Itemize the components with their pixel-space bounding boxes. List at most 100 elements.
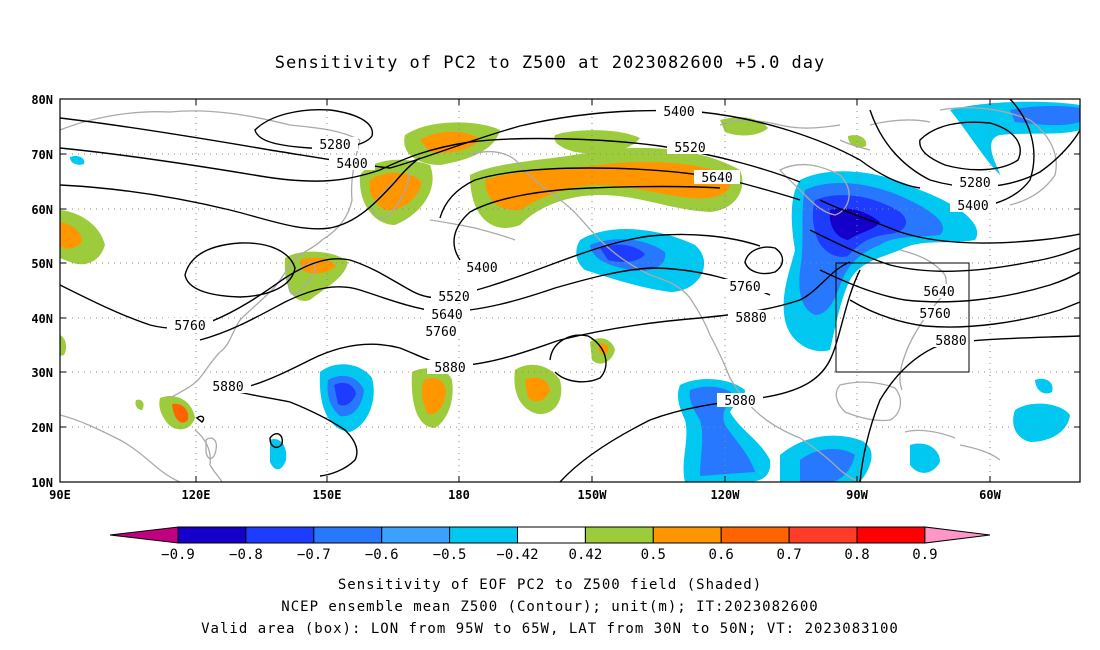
positive-patch [421,378,446,415]
caption-line-2: NCEP ensemble mean Z500 (Contour); unit(… [281,599,818,615]
lat-label: 10N [31,476,53,490]
axis-ticks [60,98,1080,482]
negative-patch [829,208,880,240]
lon-label: 150E [313,488,342,502]
contour-line [859,335,1080,482]
contour-line [919,121,1021,171]
positive-patch [420,131,480,153]
contour-label: 5640 [431,308,462,323]
colorbar-label: −0.5 [433,547,467,563]
negative-patch [70,155,85,165]
lat-label: 40N [31,312,53,326]
contour-line [60,157,421,230]
contour-line [249,261,851,387]
colorbar-label: 0.6 [709,547,734,563]
contour-label: 5880 [434,361,465,376]
contour-label: 5520 [674,141,705,156]
colorbar-label: 0.8 [844,547,869,563]
negative-patch [1013,403,1070,442]
positive-patch [485,162,731,211]
lat-label: 60N [31,203,53,217]
plot-area: 5400 5520 5640 5280 5400 5280 5400 5400 … [60,99,1080,482]
contour-label: 5400 [466,261,497,276]
colorbar: −0.9 −0.8 −0.7 −0.6 −0.5 −0.42 0.42 0.5 0.6 0.7 0.… [109,526,991,563]
graticule [60,99,1080,482]
negative-patch [910,443,940,473]
contour-labels: 5400 5520 5640 5280 5400 5280 5400 5400 … [167,104,998,409]
longitude-labels: 90E 120E 150E 180 150W 120W 90W 60W [49,488,1001,502]
negative-patch [600,244,645,262]
contour-label: 5880 [735,311,766,326]
contour-label: 5880 [724,394,755,409]
contour-line [229,389,358,477]
lon-label: 150W [578,488,608,502]
plot-frame [59,98,1081,483]
contour-line [453,185,721,261]
contour-line [60,109,921,189]
colorbar-label: −0.42 [496,547,538,563]
figure-title: Sensitivity of PC2 to Z500 at 2023082600… [275,53,826,73]
lon-label: 180 [448,488,470,502]
colorbar-extend-high [924,526,991,544]
contour-label: 5400 [663,105,694,120]
colorbar-label: 0.42 [569,547,603,563]
lon-label: 90W [846,488,868,502]
contour-label: 5880 [212,380,243,395]
lon-label: 120W [711,488,741,502]
coastline-philippines [205,437,218,460]
positive-patch [554,130,640,154]
positive-patch [369,172,422,211]
valid-area-box [835,262,970,373]
positive-patch [135,399,144,410]
contour-line [254,108,373,150]
contour-label: 5760 [425,325,456,340]
coastline-india-seasia [60,414,223,482]
coastline-gulf [835,381,902,422]
coastline-caribbean [904,429,1001,461]
contour-label: 5880 [935,334,966,349]
contour-label: 5760 [919,307,950,322]
contour-label: 5280 [319,138,350,153]
negative-patch [800,448,855,482]
colorbar-swatch [720,526,790,544]
colorbar-swatch [313,526,383,544]
contour-line [849,299,1080,328]
colorbar-label: 0.9 [912,547,937,563]
colorbar-swatch [245,526,315,544]
positive-patch [172,403,189,423]
contour-line [549,334,607,383]
negative-patch [334,382,356,406]
contour-line [439,167,801,219]
lon-label: 120E [182,488,211,502]
colorbar-swatch [652,526,722,544]
lat-label: 20N [31,421,53,435]
contour-line [819,269,1080,303]
coastline-greenland [939,107,1057,206]
contour-label: 5760 [174,319,205,334]
colorbar-label: −0.9 [161,547,195,563]
contour-line [809,229,1080,272]
contour-label: 5760 [729,280,760,295]
caption-line-1: Sensitivity of EOF PC2 to Z500 field (Sh… [338,577,762,593]
lon-label: 90E [49,488,71,502]
negative-patch [270,438,287,470]
colorbar-swatch [177,526,247,544]
colorbar-label: 0.7 [776,547,801,563]
colorbar-extend-low [109,526,179,544]
coastline-japan [287,261,316,296]
positive-patch [60,335,67,356]
latitude-labels: 80N 70N 60N 50N 40N 30N 20N 10N [31,93,53,490]
lat-label: 70N [31,148,53,162]
positive-patch [60,222,82,249]
contour-label: 5400 [336,157,367,172]
contour-label: 5520 [438,290,469,305]
contour-label: 5400 [957,199,988,214]
contour-label: 5640 [701,171,732,186]
contour-line [819,199,1080,244]
colorbar-swatch [517,526,586,544]
contour-line [744,246,784,275]
colorbar-swatch [381,526,451,544]
colorbar-swatch [449,526,519,544]
colorbar-swatch [788,526,858,544]
